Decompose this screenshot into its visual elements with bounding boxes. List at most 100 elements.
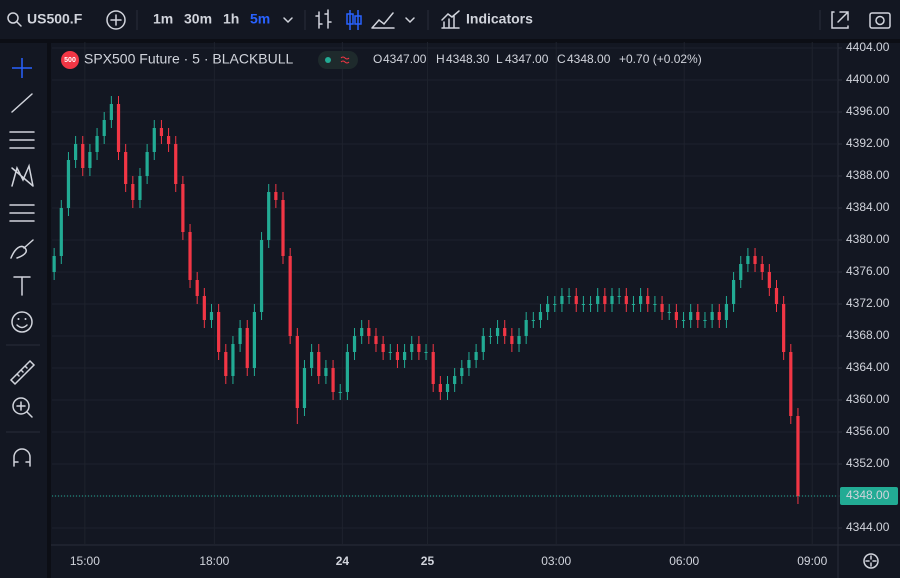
candle-body (367, 328, 371, 336)
candle-body (474, 352, 478, 360)
interval-button[interactable]: 1h (223, 11, 239, 27)
candle-body (231, 344, 235, 376)
icon-tool[interactable] (11, 311, 33, 333)
fullscreen-button[interactable] (831, 11, 849, 29)
symbol[interactable]: US500.F (27, 11, 83, 27)
symbol-search[interactable]: US500.F (7, 11, 83, 27)
candle-body (95, 136, 99, 152)
candle-body (646, 296, 650, 304)
candle-body (717, 312, 721, 320)
pattern-tool[interactable] (11, 163, 34, 187)
zoom-tool[interactable] (12, 397, 33, 418)
candle-body (138, 176, 142, 200)
last-price-label: 4348.00 (846, 488, 890, 502)
candle-body (467, 360, 471, 368)
candle-body (59, 208, 63, 256)
candle-body (402, 352, 407, 360)
status-pill (318, 51, 358, 69)
candle-body (274, 192, 278, 200)
candle-body (503, 328, 507, 336)
candle-body (73, 144, 78, 160)
candle-body (760, 264, 764, 272)
candle-body (638, 296, 643, 304)
snapshot-button[interactable] (869, 12, 891, 29)
candle-body (724, 304, 729, 320)
candle-body (224, 352, 228, 376)
y-tick-label: 4364.00 (846, 360, 890, 374)
area-style[interactable] (371, 12, 395, 29)
candle-body (460, 368, 464, 376)
candle-body (88, 152, 92, 168)
candle-body (588, 304, 593, 305)
magnet-tool[interactable] (13, 448, 31, 467)
candle-body (696, 312, 700, 320)
candle-body (417, 344, 421, 352)
candle-body (267, 192, 271, 240)
left-toolbar (0, 43, 47, 578)
candle-body (660, 304, 664, 312)
candle-body (109, 104, 113, 120)
interval-button[interactable]: 5m (250, 11, 270, 27)
candle-body (538, 312, 543, 320)
candle-body (352, 336, 357, 352)
compare-button[interactable] (106, 10, 126, 30)
candle-body (324, 368, 328, 376)
candle-body (259, 240, 264, 312)
y-tick-label: 4404.00 (846, 40, 890, 54)
indicators-icon[interactable] (441, 10, 460, 29)
trendline-tool[interactable] (11, 93, 33, 113)
interval-button[interactable]: 30m (184, 11, 212, 27)
ohlc-value: 4347.00 (505, 52, 549, 66)
y-tick-label: 4376.00 (846, 264, 890, 278)
brush-tool[interactable] (10, 239, 34, 259)
ohlc-label: C (557, 52, 566, 66)
candle-body (102, 120, 106, 136)
candle-body (131, 184, 135, 200)
candle-body (438, 384, 442, 392)
style-dropdown[interactable] (405, 17, 415, 24)
prediction-tool[interactable] (9, 204, 35, 222)
candle-body (181, 184, 185, 232)
candle-body (767, 272, 771, 288)
y-tick-label: 4388.00 (846, 168, 890, 182)
candle-body (238, 328, 242, 344)
candle-body (388, 352, 392, 353)
candle-body (245, 328, 249, 368)
ruler-tool[interactable] (9, 359, 36, 386)
y-tick-label: 4380.00 (846, 232, 890, 246)
candle-body (295, 336, 299, 408)
candle-body (209, 312, 214, 320)
candle-body (774, 288, 779, 304)
candle-body (381, 344, 385, 352)
indicators-button[interactable]: Indicators (466, 11, 533, 27)
legend-title: SPX500 Future · 5 · BLACKBULL (84, 51, 294, 67)
candle-body (531, 320, 535, 321)
price-change: +0.70 (+0.02%) (619, 52, 702, 66)
interval-button[interactable]: 1m (153, 11, 173, 27)
candle-body (395, 352, 400, 360)
candle-body (596, 296, 600, 304)
ohlc-value: 4348.00 (567, 52, 611, 66)
settings-button[interactable] (863, 553, 879, 569)
candle-body (624, 296, 628, 304)
bars-style[interactable] (315, 9, 332, 29)
fib-tool[interactable] (9, 131, 35, 149)
candle-body (574, 296, 578, 304)
chart-pane (51, 43, 900, 578)
candle-body (546, 304, 550, 312)
candle-body (252, 312, 257, 368)
y-tick-label: 4356.00 (846, 424, 890, 438)
candle-body (445, 384, 450, 392)
candle-body (424, 352, 428, 353)
candle-body (488, 336, 493, 337)
text-tool[interactable] (13, 276, 31, 296)
crosshair-tool[interactable] (12, 58, 32, 78)
candle-body (217, 312, 221, 352)
candle-body (124, 152, 128, 184)
y-tick-label: 4360.00 (846, 392, 890, 406)
candles-style[interactable] (346, 10, 362, 30)
x-tick-label: 09:00 (797, 554, 827, 568)
interval-dropdown[interactable] (283, 17, 293, 24)
candle-body (560, 296, 564, 304)
candle-body (410, 344, 414, 352)
